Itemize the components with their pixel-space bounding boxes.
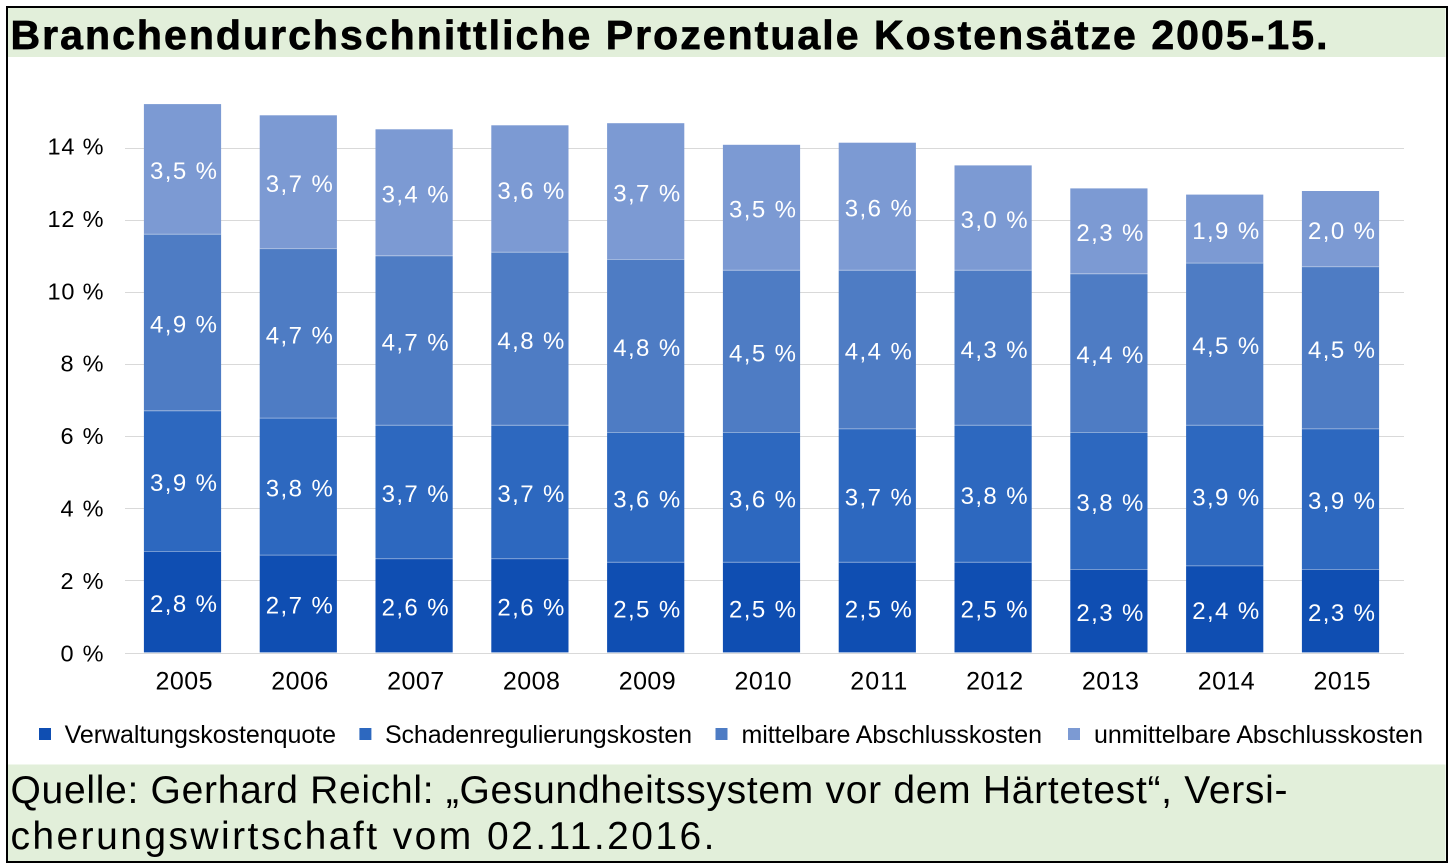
svg-text:2,3 %: 2,3 % [1308,600,1375,627]
svg-text:2007: 2007 [387,668,444,696]
svg-text:4,9 %: 4,9 % [150,312,217,339]
svg-text:2,5 %: 2,5 % [961,596,1028,623]
svg-text:14 %: 14 % [48,133,104,159]
svg-text:2015: 2015 [1314,668,1371,696]
svg-text:3,9 %: 3,9 % [1308,488,1375,515]
svg-text:4,5 %: 4,5 % [729,340,796,367]
svg-text:4,7 %: 4,7 % [382,330,449,357]
svg-text:2,3 %: 2,3 % [1076,220,1143,247]
svg-text:8 %: 8 % [61,351,104,377]
svg-text:2,5 %: 2,5 % [613,596,680,623]
svg-text:2 %: 2 % [61,568,104,594]
svg-text:3,8 %: 3,8 % [1076,490,1143,517]
svg-text:4,4 %: 4,4 % [1076,342,1143,369]
svg-text:Branchendurchschnittliche Proz: Branchendurchschnittliche Prozentuale Ko… [11,12,1328,58]
svg-text:2,5 %: 2,5 % [729,596,796,623]
svg-text:2009: 2009 [619,668,676,696]
svg-text:4,5 %: 4,5 % [1192,333,1259,360]
svg-text:3,4 %: 3,4 % [382,182,449,209]
svg-text:2014: 2014 [1198,668,1255,696]
svg-text:3,6 %: 3,6 % [613,486,680,513]
svg-text:2,0 %: 2,0 % [1308,218,1375,245]
svg-text:2,3 %: 2,3 % [1076,600,1143,627]
svg-text:3,8 %: 3,8 % [961,483,1028,510]
svg-text:2,6 %: 2,6 % [497,595,564,622]
svg-text:3,5 %: 3,5 % [729,197,796,224]
svg-text:4,7 %: 4,7 % [266,322,333,349]
svg-text:3,9 %: 3,9 % [1192,485,1259,512]
svg-text:3,8 %: 3,8 % [266,476,333,503]
svg-text:2,8 %: 2,8 % [150,591,217,618]
svg-text:2011: 2011 [850,668,907,696]
svg-text:4,8 %: 4,8 % [497,328,564,355]
svg-text:2,4 %: 2,4 % [1192,598,1259,625]
svg-text:2,6 %: 2,6 % [382,595,449,622]
svg-text:Verwaltungskostenquote: Verwaltungskostenquote [65,721,336,749]
svg-text:3,6 %: 3,6 % [845,196,912,223]
svg-text:cherungswirtschaft vom 02.11.2: cherungswirtschaft vom 02.11.2016. [11,815,715,858]
svg-text:2010: 2010 [735,668,792,696]
svg-text:2,5 %: 2,5 % [845,596,912,623]
svg-text:4,4 %: 4,4 % [845,339,912,366]
svg-text:3,7 %: 3,7 % [613,180,680,207]
svg-text:3,7 %: 3,7 % [845,485,912,512]
svg-text:mittelbare Abschlusskosten: mittelbare Abschlusskosten [742,721,1043,749]
svg-text:3,5 %: 3,5 % [150,158,217,185]
svg-text:3,0 %: 3,0 % [961,207,1028,234]
svg-text:3,7 %: 3,7 % [497,481,564,508]
svg-text:1,9 %: 1,9 % [1192,218,1259,245]
svg-text:4 %: 4 % [61,496,104,522]
svg-text:2013: 2013 [1082,668,1139,696]
svg-text:2006: 2006 [271,668,328,696]
svg-text:2008: 2008 [503,668,560,696]
svg-text:3,9 %: 3,9 % [150,470,217,497]
svg-text:3,6 %: 3,6 % [497,178,564,205]
svg-text:3,6 %: 3,6 % [729,486,796,513]
svg-text:6 %: 6 % [61,423,104,449]
svg-text:2012: 2012 [966,668,1023,696]
svg-text:Quelle: Gerhard Reichl: „Gesun: Quelle: Gerhard Reichl: „Gesundheitssyst… [11,769,1288,812]
svg-text:4,5 %: 4,5 % [1308,337,1375,364]
svg-text:2,7 %: 2,7 % [266,593,333,620]
svg-text:10 %: 10 % [48,278,104,304]
svg-text:unmittelbare Abschlusskosten: unmittelbare Abschlusskosten [1094,721,1423,749]
svg-text:3,7 %: 3,7 % [266,171,333,198]
svg-text:0 %: 0 % [61,641,104,667]
svg-text:12 %: 12 % [48,206,104,232]
svg-text:4,3 %: 4,3 % [961,337,1028,364]
svg-text:Schadenregulierungskosten: Schadenregulierungskosten [385,721,692,749]
svg-text:2005: 2005 [156,668,213,696]
svg-text:3,7 %: 3,7 % [382,481,449,508]
svg-text:4,8 %: 4,8 % [613,335,680,362]
